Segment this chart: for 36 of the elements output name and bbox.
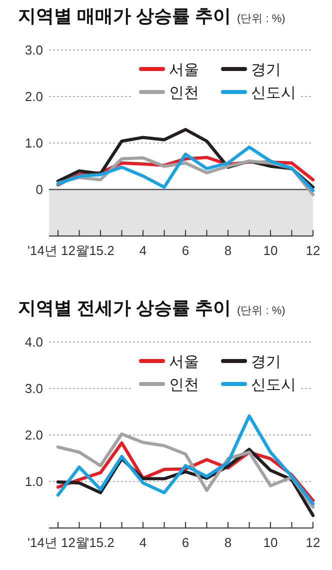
legend-label: 경기 xyxy=(251,61,281,78)
legend-label: 신도시 xyxy=(251,84,296,102)
y-tick-label: 4.0 xyxy=(24,334,43,350)
legend-label: 서울 xyxy=(169,61,199,78)
x-tick-label: 10 xyxy=(263,243,278,258)
x-tick-label: '15.2 xyxy=(86,243,114,258)
y-tick-label: 1.0 xyxy=(24,136,43,151)
x-tick-label: 10 xyxy=(263,535,278,550)
x-tick-label: 12 xyxy=(306,535,320,550)
x-tick-label: 8 xyxy=(224,243,232,258)
x-tick-label: '15.2 xyxy=(86,535,114,550)
x-tick-label: 4 xyxy=(139,243,147,258)
x-tick-label: 4 xyxy=(139,535,147,550)
x-tick-label: '14년 12월 xyxy=(27,535,89,550)
chart-title: 지역별 매매가 상승률 추이 xyxy=(18,6,232,26)
legend-label: 인천 xyxy=(169,84,199,102)
x-tick-label: 12 xyxy=(306,243,320,258)
y-tick-label: 2.0 xyxy=(24,428,43,443)
y-tick-label: 3.0 xyxy=(24,381,43,396)
legend-label: 인천 xyxy=(169,376,199,394)
line-series xyxy=(56,414,315,506)
legend-label: 경기 xyxy=(251,353,281,370)
chart-title: 지역별 전세가 상승률 추이 xyxy=(18,298,232,318)
x-tick-label: 6 xyxy=(182,243,190,258)
legend-label: 서울 xyxy=(169,353,199,370)
x-tick-label: 8 xyxy=(224,535,232,550)
line-series xyxy=(56,146,315,192)
y-tick-label: 2.0 xyxy=(24,89,43,104)
y-tick-label: 3.0 xyxy=(24,42,43,58)
legend-label: 신도시 xyxy=(251,376,296,394)
y-tick-label: 1.0 xyxy=(24,474,43,490)
y-tick-label: 0 xyxy=(36,182,43,198)
chart-subtitle: (단위 : %) xyxy=(237,305,286,317)
x-tick-label: '14년 12월 xyxy=(27,243,89,258)
x-tick-label: 6 xyxy=(182,535,190,550)
chart-subtitle: (단위 : %) xyxy=(237,13,286,25)
